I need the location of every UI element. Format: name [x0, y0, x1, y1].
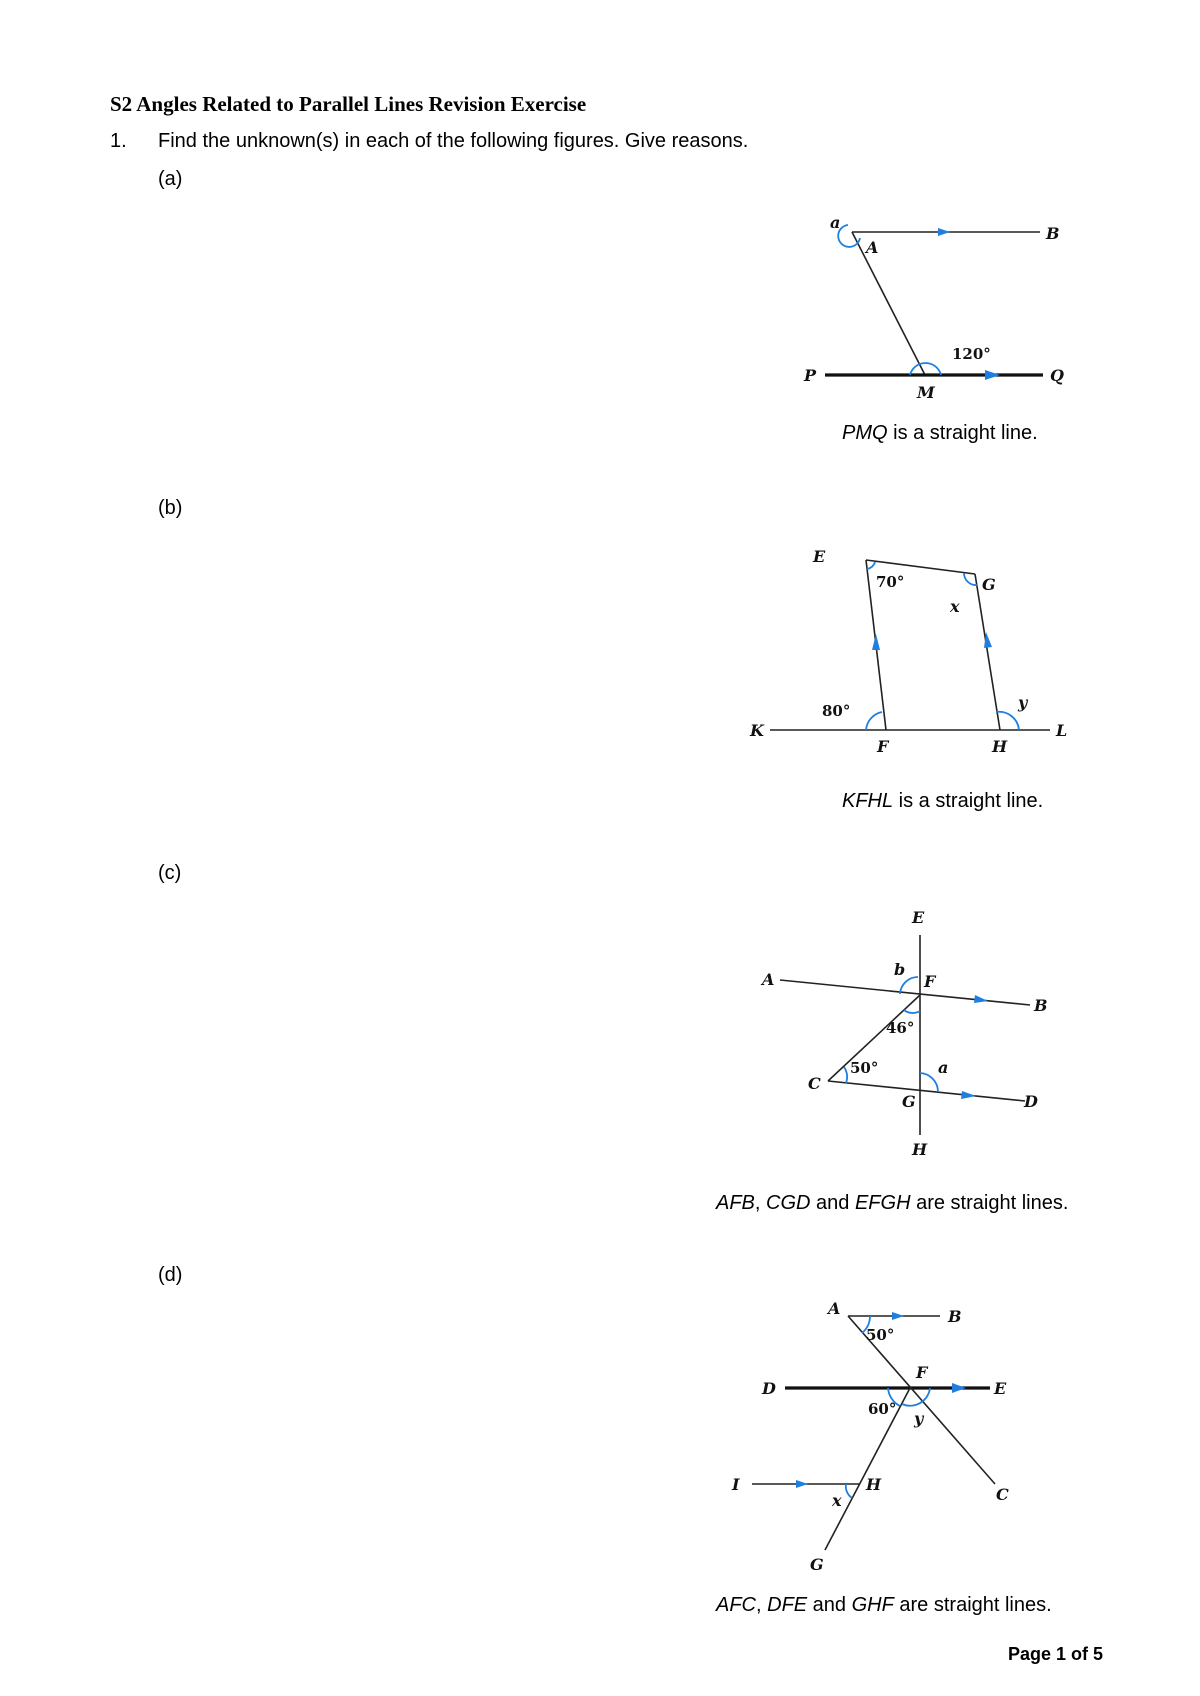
label-b-F: F — [876, 737, 890, 756]
figure-b: E 70° G x 80° K F H y L — [749, 547, 1067, 756]
label-c-C: C — [808, 1074, 821, 1093]
caption-b-vars: KFHL — [842, 790, 894, 812]
label-c-A: A — [760, 970, 774, 989]
label-d-C: C — [996, 1485, 1009, 1504]
label-c-H: H — [911, 1140, 928, 1159]
label-a-P: P — [803, 366, 817, 385]
label-a-A: A — [864, 238, 878, 257]
label-d-x: x — [831, 1491, 842, 1510]
label-d-B: B — [947, 1307, 962, 1326]
page-title: S2 Angles Related to Parallel Lines Revi… — [110, 92, 587, 116]
caption-d-v2: DFE — [767, 1594, 808, 1616]
label-b-K: K — [749, 721, 765, 740]
label-d-angle-F: 60° — [868, 1400, 896, 1418]
figure-a: a A B P M Q 120° — [803, 213, 1064, 402]
label-d-D: D — [761, 1379, 776, 1398]
label-a-a: a — [830, 213, 840, 232]
label-c-a: a — [938, 1058, 948, 1077]
caption-d-s2: and — [807, 1594, 852, 1616]
label-a-B: B — [1045, 224, 1060, 243]
label-b-angle-F: 80° — [822, 702, 850, 720]
caption-b-rest: is a straight line. — [893, 790, 1044, 812]
caption-a-vars: PMQ — [842, 422, 888, 444]
caption-c-s1: , — [754, 1192, 767, 1214]
caption-d: AFC, DFE and GHF are straight lines. — [716, 1594, 1052, 1617]
label-b-x: x — [949, 597, 960, 616]
label-d-G: G — [810, 1555, 824, 1574]
label-d-y: y — [913, 1409, 925, 1428]
part-d-label: (d) — [158, 1264, 183, 1286]
caption-c-v3: EFGH — [854, 1192, 911, 1214]
caption-c-v2: CGD — [766, 1192, 811, 1214]
caption-c-rest: are straight lines. — [910, 1192, 1069, 1214]
label-c-G: G — [902, 1092, 916, 1111]
label-b-H: H — [991, 737, 1008, 756]
label-b-E: E — [812, 547, 826, 566]
label-c-D: D — [1023, 1092, 1038, 1111]
caption-d-v1: AFC — [716, 1594, 756, 1616]
label-c-angle-C: 50° — [850, 1059, 878, 1077]
caption-c: AFB, CGD and EFGH are straight lines. — [716, 1192, 1068, 1215]
label-a-angle: 120° — [952, 345, 991, 363]
label-d-I: I — [731, 1475, 740, 1494]
label-b-angle-E: 70° — [876, 573, 904, 591]
label-b-G: G — [982, 575, 996, 594]
label-c-E: E — [911, 908, 925, 927]
label-d-E: E — [993, 1379, 1007, 1398]
label-d-F: F — [915, 1363, 929, 1382]
label-d-angle-A: 50° — [866, 1326, 894, 1344]
label-c-angle-F: 46° — [886, 1019, 914, 1037]
figure-d: A 50° B D F E 60° y I H x C G — [731, 1299, 1009, 1574]
label-b-L: L — [1055, 721, 1067, 740]
question-number: 1. — [110, 130, 127, 152]
part-b-label: (b) — [158, 497, 183, 519]
caption-c-s2: and — [810, 1192, 855, 1214]
caption-d-v3: GHF — [851, 1594, 894, 1616]
label-c-F: F — [923, 972, 937, 991]
label-b-y: y — [1017, 693, 1029, 712]
figure-c: E A b F B 46° 50° a C G D H — [760, 908, 1048, 1159]
part-c-label: (c) — [158, 862, 182, 884]
question-text: Find the unknown(s) in each of the follo… — [158, 130, 749, 152]
label-d-A: A — [826, 1299, 840, 1318]
label-a-Q: Q — [1050, 366, 1064, 385]
label-c-B: B — [1033, 996, 1048, 1015]
caption-d-rest: are straight lines. — [893, 1594, 1052, 1616]
page-number: Page 1 of 5 — [1008, 1644, 1104, 1664]
caption-d-s1: , — [756, 1594, 768, 1616]
label-c-b: b — [894, 960, 905, 979]
label-a-M: M — [916, 383, 936, 402]
caption-c-v1: AFB — [716, 1192, 755, 1214]
caption-b: KFHL is a straight line. — [842, 790, 1043, 813]
label-d-H: H — [865, 1475, 882, 1494]
part-a-label: (a) — [158, 168, 183, 190]
caption-a-rest: is a straight line. — [887, 422, 1038, 444]
caption-a: PMQ is a straight line. — [842, 422, 1038, 445]
